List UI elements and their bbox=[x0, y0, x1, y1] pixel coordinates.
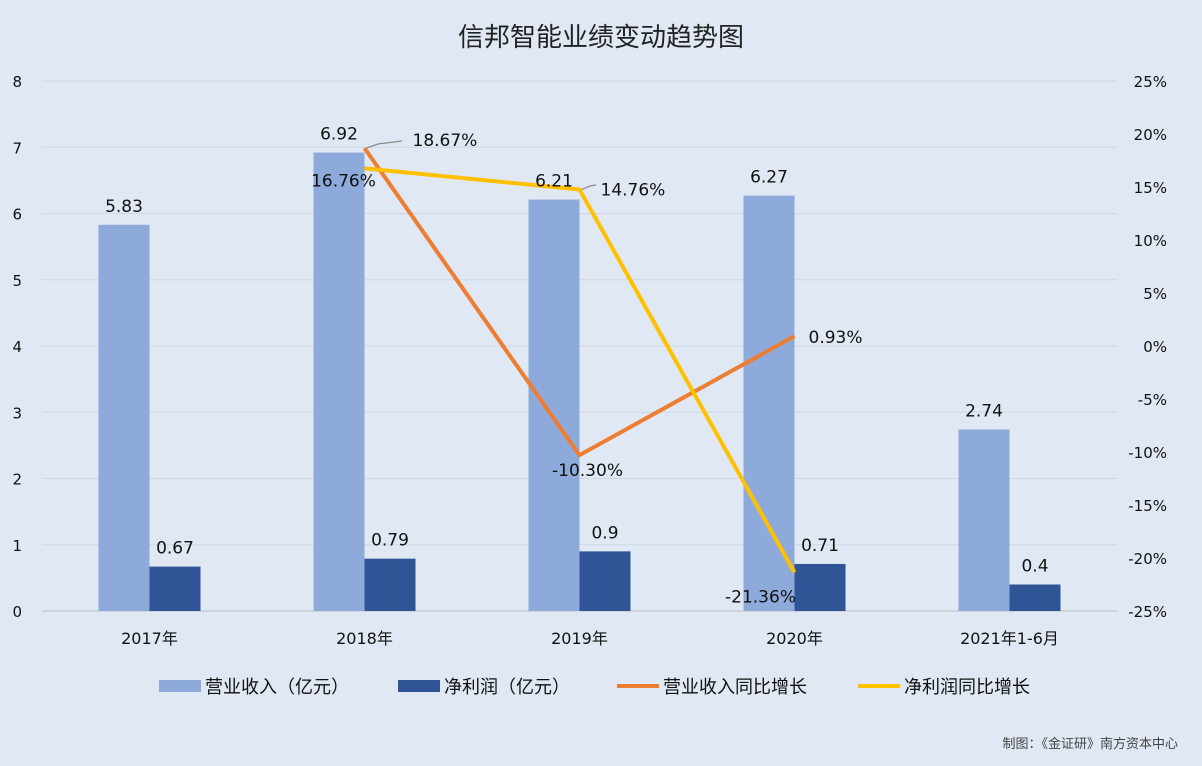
leader-line bbox=[581, 184, 597, 191]
bar bbox=[579, 551, 631, 611]
y-right-tick-label: 25% bbox=[1134, 73, 1167, 91]
y-right-tick-label: -25% bbox=[1128, 603, 1167, 621]
bar bbox=[1009, 584, 1061, 611]
line-data-label: 14.76% bbox=[601, 181, 666, 201]
y-left-tick-label: 4 bbox=[12, 338, 22, 356]
legend-label: 营业收入（亿元） bbox=[205, 677, 349, 698]
y-right-tick-label: -15% bbox=[1128, 497, 1167, 515]
bar-data-label: 0.71 bbox=[801, 536, 839, 556]
bar-data-label: 0.67 bbox=[156, 539, 194, 559]
bar-data-label: 5.83 bbox=[105, 197, 143, 217]
legend-swatch bbox=[398, 680, 440, 692]
y-left-tick-label: 3 bbox=[12, 404, 22, 422]
y-right-tick-label: -20% bbox=[1128, 550, 1167, 568]
x-axis: 2017年 2018年 2019年 2020年 2021年1-6月 bbox=[121, 629, 1059, 648]
x-tick-label: 2021年1-6月 bbox=[960, 629, 1059, 648]
legend-label: 净利润同比增长 bbox=[904, 677, 1030, 698]
y-left-tick-label: 2 bbox=[12, 471, 22, 489]
y-left-tick-label: 7 bbox=[12, 139, 22, 157]
bar-data-label: 0.4 bbox=[1021, 557, 1048, 577]
x-tick-label: 2018年 bbox=[336, 629, 393, 648]
y-axis-right: -25% -20% -15% -10% -5% 0% 5% 10% 15% 20% 25% bbox=[1128, 73, 1167, 621]
bar-data-label: 0.9 bbox=[591, 523, 618, 543]
bar-data-label: 0.79 bbox=[371, 531, 409, 551]
y-left-tick-label: 5 bbox=[12, 272, 22, 290]
x-tick-label: 2017年 bbox=[121, 629, 178, 648]
line-data-label: -21.36% bbox=[725, 587, 796, 607]
chart-title: 信邦智能业绩变动趋势图 bbox=[458, 23, 744, 53]
bar bbox=[313, 152, 365, 612]
line-data-label: 18.67% bbox=[413, 131, 478, 151]
y-right-tick-label: 20% bbox=[1134, 126, 1167, 144]
bar-data-label: 6.21 bbox=[535, 172, 573, 192]
x-tick-label: 2019年 bbox=[551, 629, 608, 648]
y-left-tick-label: 1 bbox=[12, 537, 22, 555]
bar-data-label: 6.92 bbox=[320, 125, 358, 145]
line-data-label: 0.93% bbox=[809, 328, 863, 348]
y-left-tick-label: 6 bbox=[12, 206, 22, 224]
bar bbox=[743, 195, 795, 612]
bar-series bbox=[98, 152, 1061, 612]
line-series bbox=[362, 146, 797, 574]
bar bbox=[528, 199, 580, 611]
y-right-tick-label: 10% bbox=[1134, 232, 1167, 250]
series-line bbox=[362, 146, 796, 458]
bar bbox=[364, 558, 416, 611]
series-line bbox=[364, 166, 797, 574]
y-right-tick-label: 5% bbox=[1143, 285, 1167, 303]
legend-label: 营业收入同比增长 bbox=[663, 677, 807, 698]
bar bbox=[794, 563, 846, 611]
y-right-tick-label: 0% bbox=[1143, 338, 1167, 356]
bar bbox=[958, 429, 1010, 611]
x-tick-label: 2020年 bbox=[766, 629, 823, 648]
y-axis-left: 0 1 2 3 4 5 6 7 8 bbox=[12, 73, 22, 621]
bar-data-label: 6.27 bbox=[750, 168, 788, 188]
chart-credit: 制图：《金证研》南方资本中心 bbox=[1002, 736, 1178, 752]
y-left-tick-label: 8 bbox=[12, 73, 22, 91]
line-data-label: 16.76% bbox=[311, 171, 376, 191]
y-right-tick-label: -10% bbox=[1128, 444, 1167, 462]
leader-line bbox=[366, 140, 403, 149]
legend-label: 净利润（亿元） bbox=[444, 677, 570, 698]
bar-data-label: 2.74 bbox=[965, 401, 1003, 421]
legend: 营业收入（亿元） 净利润（亿元） 营业收入同比增长 净利润同比增长 bbox=[159, 677, 1030, 698]
bar bbox=[149, 566, 201, 611]
y-right-tick-label: 15% bbox=[1134, 179, 1167, 197]
y-right-tick-label: -5% bbox=[1138, 391, 1167, 409]
bar bbox=[98, 224, 150, 611]
legend-swatch bbox=[159, 680, 201, 692]
data-labels: 5.83 6.92 6.21 6.27 2.74 0.67 0.79 0.9 0.71 0.4 18… bbox=[105, 125, 1048, 608]
y-left-tick-label: 0 bbox=[12, 603, 22, 621]
line-data-label: -10.30% bbox=[552, 461, 623, 481]
